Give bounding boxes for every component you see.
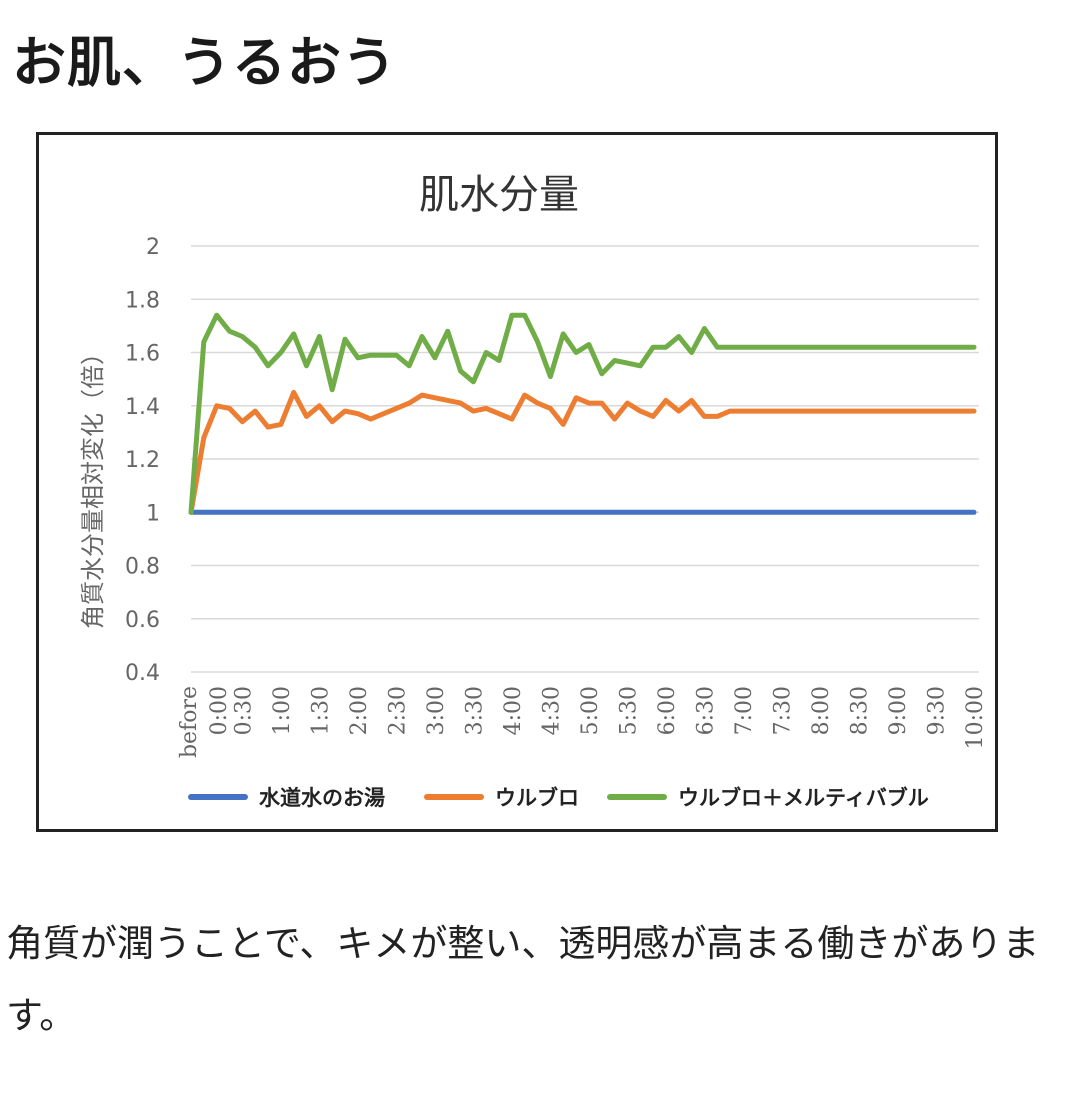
x-tick-label: 5:30 [616, 686, 641, 735]
x-tick-label: 5:00 [578, 686, 603, 735]
y-tick-label: 1.4 [125, 395, 160, 420]
series-line-2 [188, 312, 977, 515]
x-tick-label: 0:30 [231, 686, 256, 735]
x-tick-label: 1:00 [270, 686, 295, 735]
y-axis-label: 角質水分量相対変化（倍） [79, 341, 107, 629]
y-tick-label: 2 [146, 235, 160, 260]
legend-label: ウルブロ＋メルティバブル [678, 786, 929, 810]
chart-title: 肌水分量 [419, 172, 579, 218]
x-tick-label: 3:30 [462, 686, 487, 735]
x-tick-label: 4:00 [501, 686, 526, 735]
x-tick-label: 3:00 [424, 686, 449, 735]
y-tick-label: 0.6 [125, 608, 160, 633]
x-tick-label: 9:30 [924, 686, 949, 735]
y-tick-label: 1.2 [125, 448, 160, 473]
y-tick-label: 0.4 [125, 661, 160, 686]
x-tick-label: 2:00 [347, 686, 372, 735]
legend-label: 水道水のお湯 [259, 786, 385, 810]
x-tick-label: 10:00 [963, 686, 988, 749]
x-tick-label: 6:30 [693, 686, 718, 735]
x-tick-label: 6:00 [655, 686, 680, 735]
x-tick-label: 8:30 [847, 686, 872, 735]
x-tick-label: 7:00 [732, 686, 757, 735]
y-tick-label: 1.6 [125, 342, 160, 367]
chart-frame: 肌水分量 角質水分量相対変化（倍） 2 1.8 1.6 1.4 1.2 1 0.8 0.6 0.… [36, 132, 998, 832]
x-tick-label: 8:00 [809, 686, 834, 735]
x-tick-label: 7:30 [770, 686, 795, 735]
description-text: 角質が潤うことで、キメが整い、透明感が高まる働きがあります。 [6, 908, 1076, 1052]
page-heading: お肌、うるおう [12, 31, 397, 94]
x-tick-label: 1:30 [308, 686, 333, 735]
y-tick-label: 1.8 [125, 288, 160, 313]
description-line: 角質が潤うことで、キメが整い、透明感が高まる働きがあります。 [6, 922, 1040, 1037]
y-tick-label: 0.8 [125, 555, 160, 580]
x-tick-label: 4:30 [539, 686, 564, 735]
y-tick-label: 1 [146, 501, 160, 526]
x-tick-label: 0:00 [207, 686, 232, 735]
line-chart: 肌水分量 角質水分量相対変化（倍） 2 1.8 1.6 1.4 1.2 1 0.8 0.6 0.… [79, 172, 988, 810]
x-tick-label: 9:00 [886, 686, 911, 735]
legend-label: ウルブロ [495, 786, 579, 810]
x-tick-label: before [177, 686, 202, 758]
series-line-1 [188, 389, 977, 515]
x-tick-label: 2:30 [385, 686, 410, 735]
